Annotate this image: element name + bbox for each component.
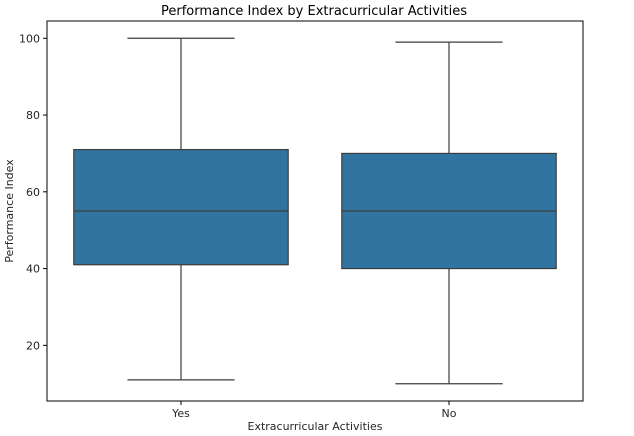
y-tick-label-20: 20 [26,339,40,352]
x-tick-label-no: No [442,407,457,420]
y-tick-label-80: 80 [26,109,40,122]
x-axis-label: Extracurricular Activities [248,420,383,433]
box-group-yes [73,37,289,381]
y-tick-label-100: 100 [19,32,40,45]
x-tick-label-yes: Yes [171,407,190,420]
y-axis-ticks: 20 40 60 80 100 [19,32,47,352]
plot-area-frame [46,20,584,402]
box-yes [73,148,289,266]
y-tick-label-60: 60 [26,186,40,199]
box-group-no [341,41,557,385]
x-axis-ticks: Yes No [171,401,457,420]
y-axis-label: Performance Index [3,159,16,263]
y-tick-label-40: 40 [26,263,40,276]
chart-title: Performance Index by Extracurricular Act… [161,4,467,19]
boxes-layer [73,37,557,385]
